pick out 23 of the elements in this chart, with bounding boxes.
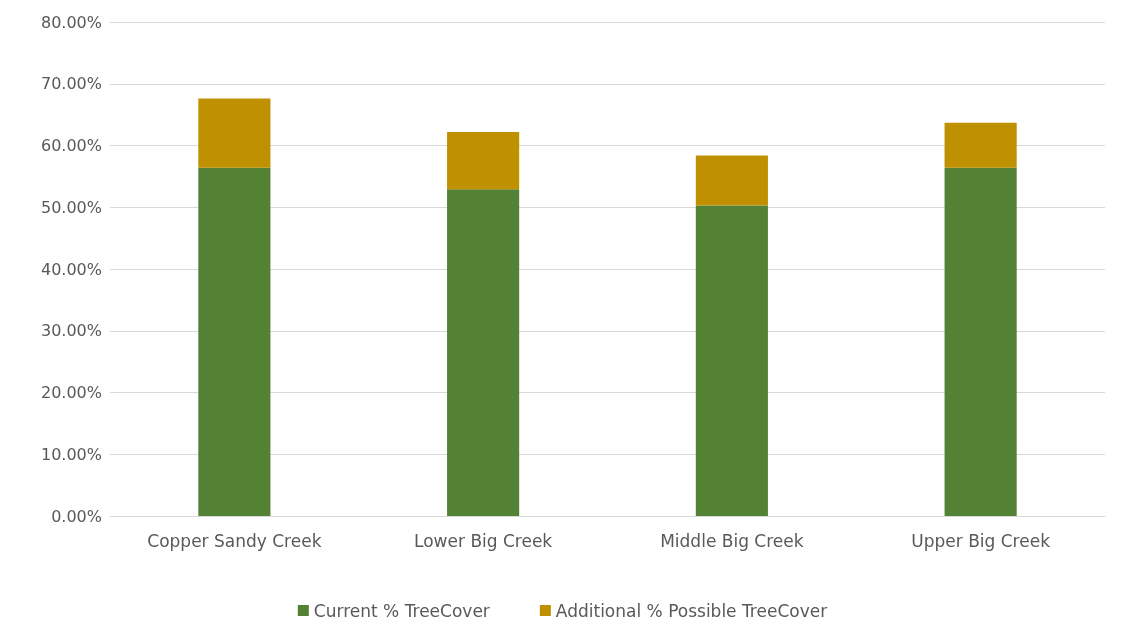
bar	[695, 155, 768, 206]
x-tick-label: Lower Big Creek	[414, 530, 553, 551]
bar	[198, 167, 271, 516]
y-tick-label: 40.00%	[40, 259, 102, 279]
y-tick-label: 10.00%	[40, 444, 102, 464]
bar	[198, 98, 271, 168]
y-tick-label: 60.00%	[40, 136, 102, 155]
x-tick-label: Middle Big Creek	[660, 530, 804, 551]
bar	[695, 205, 768, 516]
y-tick-label: 0.00%	[51, 506, 102, 526]
y-tick-label: 20.00%	[40, 383, 102, 402]
y-tick-label: 50.00%	[40, 197, 102, 217]
bar	[447, 131, 520, 190]
y-tick-label: 70.00%	[40, 74, 102, 94]
x-tick-label: Copper Sandy Creek	[147, 530, 322, 551]
bar	[447, 189, 520, 516]
x-tick-label: Upper Big Creek	[911, 530, 1051, 551]
y-tick-label: 30.00%	[40, 321, 102, 341]
bar	[944, 167, 1017, 516]
bar	[944, 122, 1017, 168]
y-tick-label: 80.00%	[40, 12, 102, 32]
legend-label: Additional % Possible TreeCover	[555, 600, 828, 621]
legend-label: Current % TreeCover	[313, 600, 490, 621]
